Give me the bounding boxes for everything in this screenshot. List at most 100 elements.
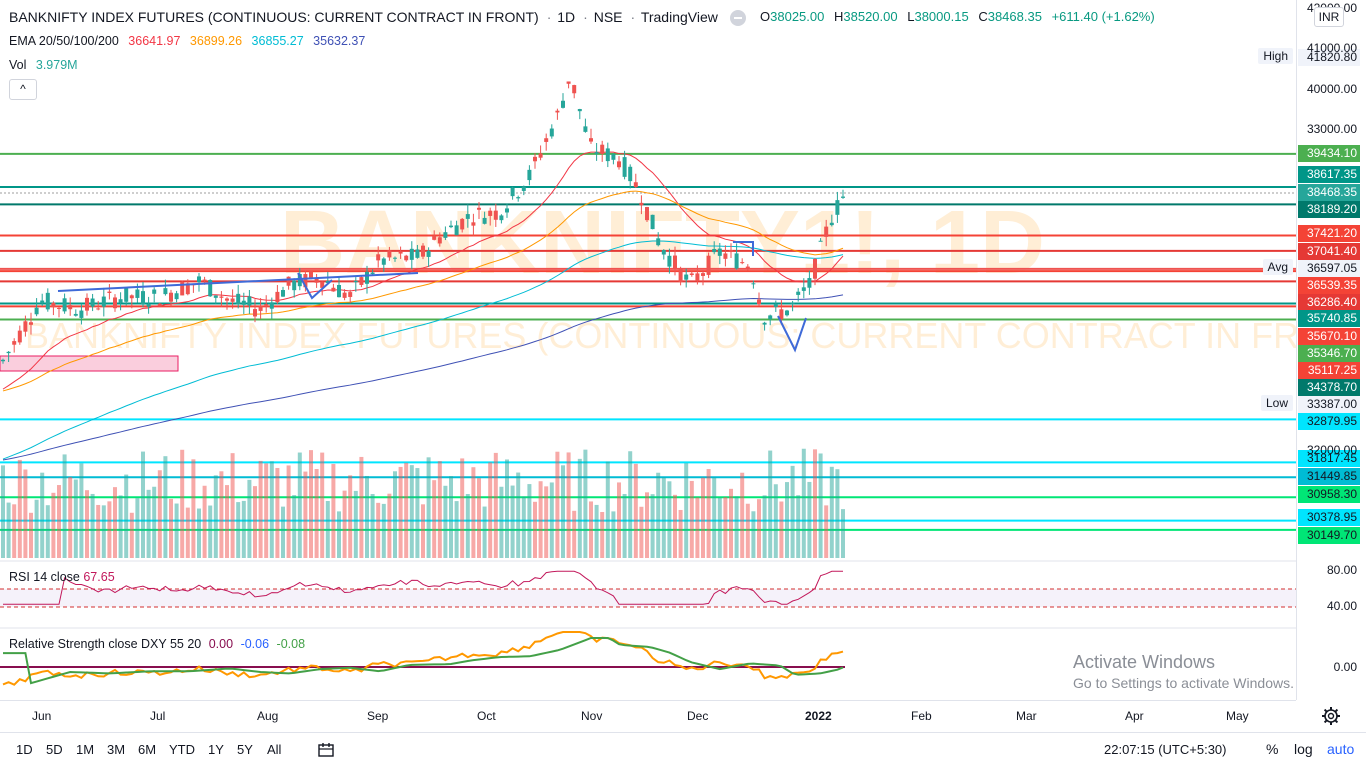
auto-toggle[interactable]: auto — [1327, 741, 1355, 757]
volume-bar — [62, 454, 67, 558]
interval-label[interactable]: 1D — [557, 9, 576, 25]
pattern-drawing[interactable] — [777, 315, 807, 353]
candle-body — [807, 278, 812, 288]
candle-body — [600, 144, 605, 154]
volume-bar — [314, 469, 319, 558]
volume-bar — [331, 463, 336, 558]
candle-body — [213, 295, 218, 298]
price-level-label: 35740.85 — [1298, 310, 1360, 327]
candle-body — [561, 100, 565, 108]
volume-bar — [622, 494, 627, 558]
volume-bar — [751, 511, 756, 558]
range-button-6m[interactable]: 6M — [138, 742, 157, 757]
price-chart-svg[interactable] — [0, 0, 1296, 700]
rsi-legend[interactable]: RSI 14 close 67.65 — [9, 570, 115, 584]
candle-body — [62, 298, 67, 312]
date-range-icon[interactable] — [317, 741, 335, 764]
candle-body — [628, 166, 633, 182]
volume-bar — [684, 463, 689, 558]
ema-line — [2, 190, 844, 392]
range-button-3m[interactable]: 3M — [107, 742, 126, 757]
volume-bar — [510, 485, 515, 558]
time-label: Mar — [1016, 709, 1037, 723]
symbol-title[interactable]: BANKNIFTY INDEX FUTURES (CONTINUOUS: CUR… — [9, 9, 539, 25]
volume-bar — [365, 475, 369, 558]
volume-bar — [275, 467, 280, 558]
pattern-drawing[interactable] — [733, 241, 754, 256]
range-button-5y[interactable]: 5Y — [237, 742, 253, 757]
chart-pane[interactable]: BANKNIFTY1!, 1D BANKNIFTY INDEX FUTURES … — [0, 0, 1296, 700]
collapse-legend-button[interactable]: ^ — [9, 79, 37, 100]
pattern-drawing[interactable] — [297, 272, 333, 300]
volume-bar — [169, 498, 173, 558]
volume-bar — [617, 482, 621, 558]
volume-bar — [516, 472, 521, 558]
range-button-1m[interactable]: 1M — [76, 742, 95, 757]
volume-bar — [146, 489, 151, 558]
symbol-legend[interactable]: BANKNIFTY INDEX FUTURES (CONTINUOUS: CUR… — [9, 9, 718, 25]
log-toggle[interactable]: log — [1294, 741, 1313, 757]
volume-bar — [208, 505, 213, 558]
gear-icon[interactable] — [1320, 705, 1342, 727]
ema200-value: 35632.37 — [313, 34, 366, 48]
candle-body — [309, 271, 313, 278]
candle-body — [152, 289, 157, 294]
volume-bar — [157, 470, 162, 558]
candle-body — [477, 207, 481, 210]
volume-bar — [477, 478, 481, 558]
candle-body — [241, 300, 246, 305]
volume-bar — [566, 452, 571, 558]
range-button-1y[interactable]: 1Y — [208, 742, 224, 757]
volume-bar — [376, 502, 381, 558]
range-button-ytd[interactable]: YTD — [169, 742, 195, 757]
volume-bar — [589, 501, 593, 558]
candle-body — [426, 250, 431, 257]
candle-body — [180, 282, 185, 296]
volume-bar — [258, 460, 263, 558]
volume-bar — [712, 477, 717, 558]
time-label: Aug — [257, 709, 279, 723]
ema-legend[interactable]: EMA 20/50/100/200 36641.97 36899.26 3685… — [9, 34, 371, 48]
candle-body — [163, 288, 168, 295]
candle-body — [331, 287, 336, 292]
time-axis[interactable]: Jun Jul Aug Sep Oct Nov Dec 2022 Feb Mar Apr May — [0, 700, 1296, 730]
volume-bar — [135, 498, 140, 558]
candle-body — [645, 207, 649, 221]
volume-bar — [661, 477, 666, 558]
range-button-1d[interactable]: 1D — [16, 742, 33, 757]
candle-body — [23, 321, 28, 332]
price-level-label: 38617.35 — [1298, 166, 1360, 183]
minus-circle-icon[interactable] — [730, 10, 746, 26]
candle-body — [650, 214, 655, 230]
volume-legend[interactable]: Vol 3.979M — [9, 58, 84, 72]
percent-toggle[interactable]: % — [1266, 741, 1279, 757]
candle-body — [348, 292, 353, 297]
candle-body — [275, 291, 280, 303]
trendline[interactable] — [57, 272, 419, 292]
candle-body — [510, 187, 515, 197]
relative-strength-legend[interactable]: Relative Strength close DXY 55 20 0.00 -… — [9, 637, 305, 651]
volume-bar — [191, 459, 196, 558]
clock[interactable]: 22:07:15 (UTC+5:30) — [1104, 742, 1227, 757]
volume-bar — [141, 451, 145, 558]
price-scale[interactable]: 41820.80 39434.10 38617.35 38468.35 38189.20… — [1296, 0, 1366, 700]
volume-bar — [163, 456, 168, 558]
candle-body — [723, 253, 728, 259]
candle-body — [622, 157, 627, 177]
vol-value: 3.979M — [35, 58, 78, 72]
volume-bar — [488, 462, 493, 558]
range-button-all[interactable]: All — [267, 742, 282, 757]
currency-button[interactable]: INR — [1314, 7, 1344, 27]
range-button-5d[interactable]: 5D — [46, 742, 63, 757]
activate-windows-notice: Activate Windows Go to Settings to activ… — [1073, 652, 1294, 691]
volume-bar — [835, 469, 840, 558]
zone-rectangle[interactable] — [0, 355, 179, 372]
time-label: Nov — [581, 709, 603, 723]
volume-bar — [572, 510, 577, 558]
candle-body — [337, 284, 341, 298]
candle-body — [589, 138, 593, 142]
activate-subtitle: Go to Settings to activate Windows. — [1073, 675, 1294, 691]
volume-bar — [230, 453, 235, 558]
price-level-label: 30149.70 — [1298, 527, 1360, 544]
exchange-label: NSE — [593, 9, 623, 25]
